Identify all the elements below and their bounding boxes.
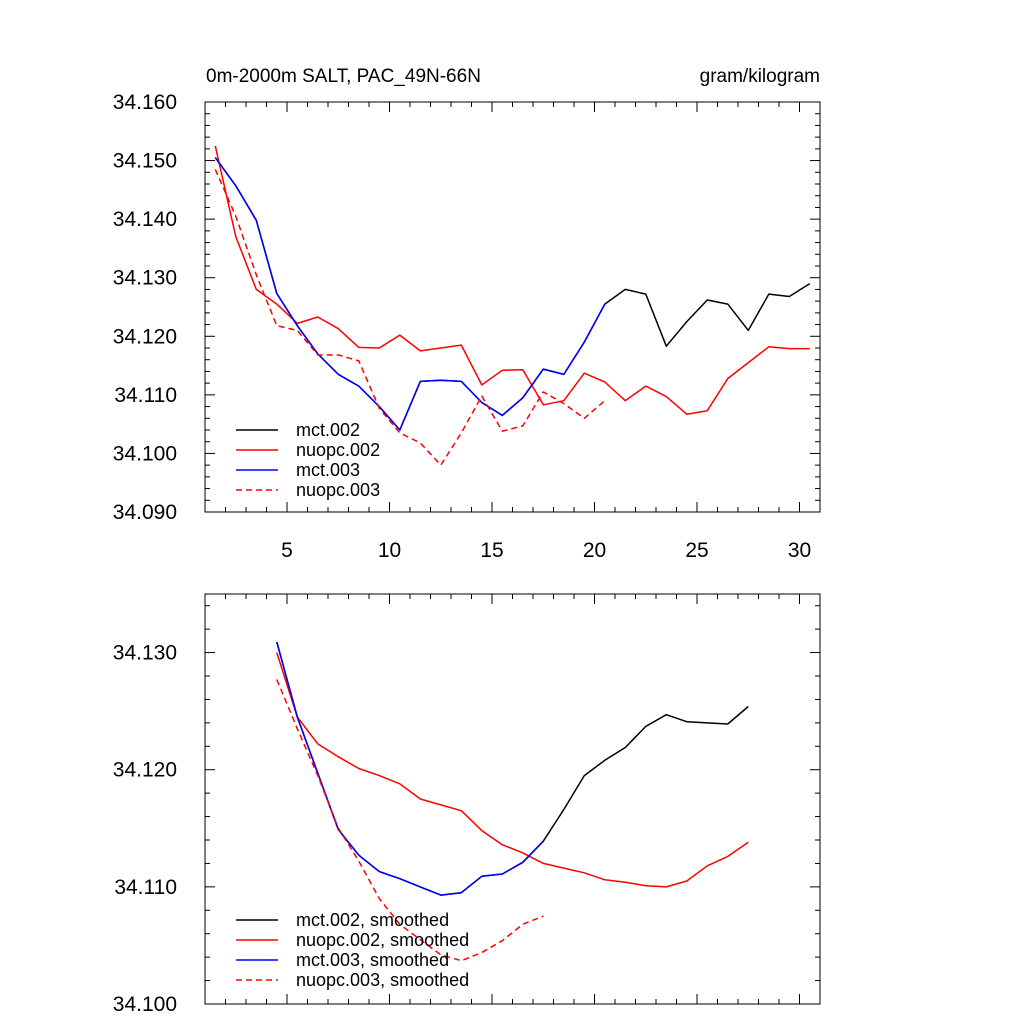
y-tick-label: 34.100 — [113, 993, 177, 1016]
series-line-nuopc-002-smoothed — [276, 652, 749, 888]
series-line-mct-003 — [214, 157, 606, 431]
legend-label: nuopc.002 — [296, 440, 380, 460]
y-tick-label: 34.140 — [113, 208, 177, 231]
series-line-nuopc-003 — [214, 169, 606, 466]
x-tick-label: 15 — [480, 539, 503, 562]
y-tick-label: 34.100 — [113, 442, 177, 465]
series-line-nuopc-002 — [214, 145, 810, 415]
y-tick-label: 34.150 — [113, 150, 177, 173]
top-axis-ticks — [204, 101, 821, 513]
legend-label: mct.002 — [296, 420, 360, 440]
y-tick-label: 34.160 — [113, 91, 177, 114]
x-tick-label: 25 — [685, 539, 708, 562]
bottom-plot-frame — [204, 593, 821, 1005]
top-x-tick-labels: 5 10 15 20 25 30 — [281, 539, 811, 562]
x-tick-label: 30 — [788, 539, 811, 562]
bottom-series — [276, 641, 749, 962]
y-tick-label: 34.110 — [114, 876, 177, 899]
legend-label: nuopc.003, smoothed — [296, 970, 469, 990]
legend-label: mct.003 — [296, 460, 360, 480]
legend-label: nuopc.002, smoothed — [296, 930, 469, 950]
top-plot-frame — [204, 101, 821, 513]
top-panel: 0m-2000m SALT, PAC_49N-66N gram/kilogram… — [113, 66, 821, 562]
top-title-right: gram/kilogram — [700, 66, 820, 87]
bottom-panel: 34.100 34.110 34.120 34.130 mct.002, smooth… — [113, 593, 821, 1016]
y-tick-label: 34.110 — [114, 384, 177, 407]
y-tick-label: 34.120 — [113, 325, 177, 348]
legend-label: nuopc.003 — [296, 480, 380, 500]
x-tick-label: 5 — [281, 539, 293, 562]
top-y-tick-labels: 34.090 34.100 34.110 34.120 34.130 34.140 34.1… — [113, 91, 177, 524]
bottom-y-tick-labels: 34.100 34.110 34.120 34.130 — [113, 642, 177, 1016]
series-line-mct-002-smoothed — [276, 641, 749, 896]
series-line-nuopc-003-smoothed — [276, 679, 544, 962]
top-series — [214, 145, 811, 466]
y-tick-label: 34.090 — [113, 501, 177, 524]
legend-label: mct.003, smoothed — [296, 950, 449, 970]
y-tick-label: 34.120 — [113, 759, 177, 782]
legend-label: mct.002, smoothed — [296, 910, 449, 930]
y-tick-label: 34.130 — [113, 267, 177, 290]
series-line-mct-003-smoothed — [276, 641, 544, 896]
x-tick-label: 20 — [583, 539, 606, 562]
y-tick-label: 34.130 — [113, 642, 177, 665]
top-title-left: 0m-2000m SALT, PAC_49N-66N — [206, 66, 481, 87]
x-tick-label: 10 — [378, 539, 401, 562]
